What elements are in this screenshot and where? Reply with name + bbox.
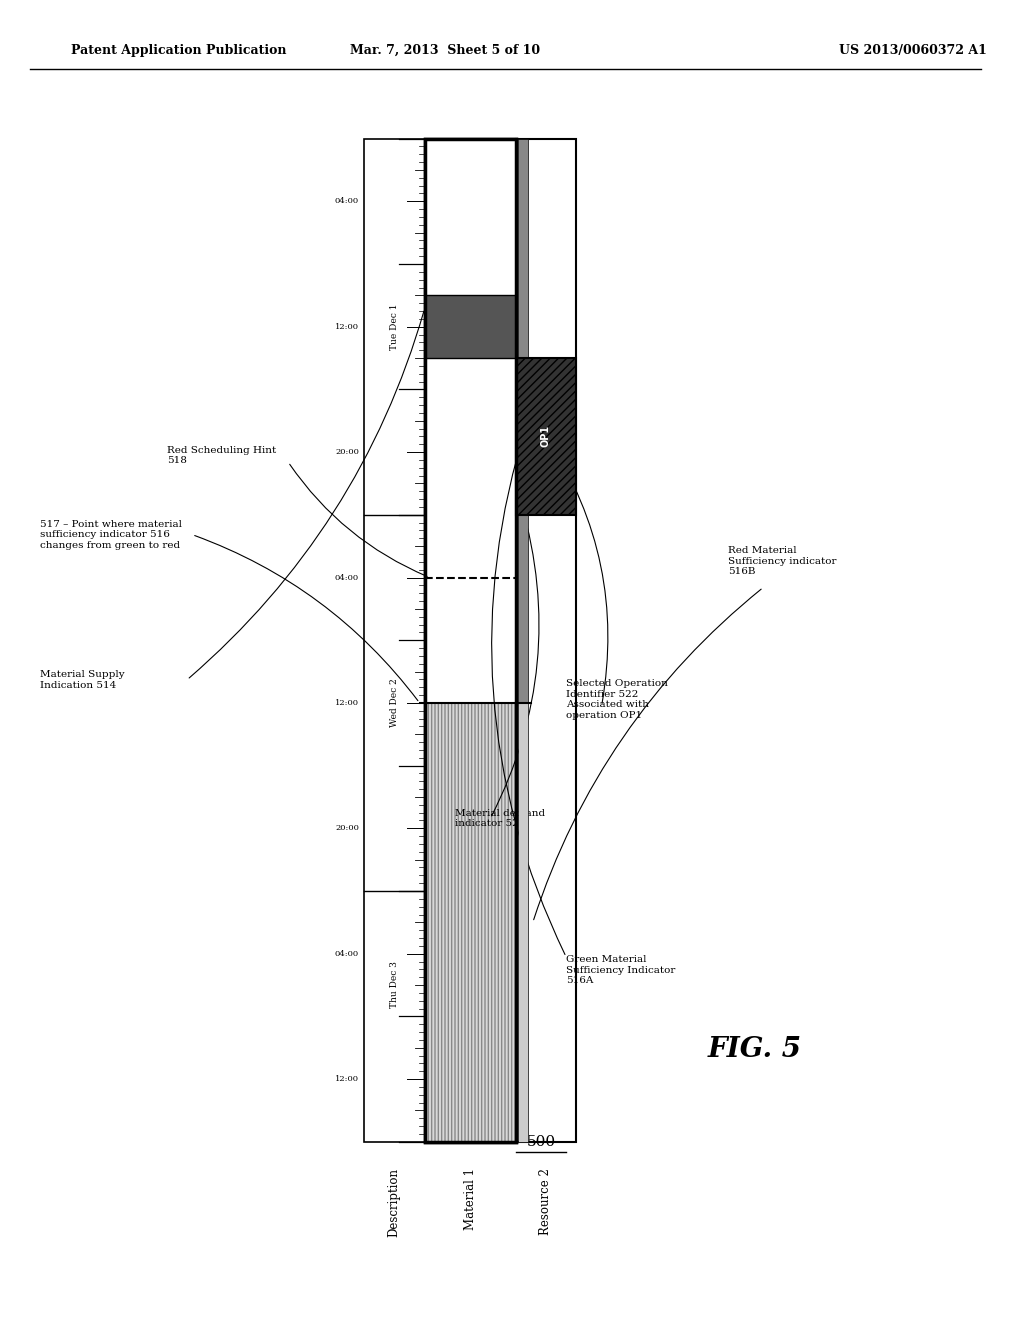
Bar — [425, 139, 516, 1142]
Bar — [516, 139, 577, 1142]
Text: Material 1: Material 1 — [464, 1168, 476, 1230]
Text: Resource 2: Resource 2 — [540, 1168, 553, 1236]
Text: 20:00: 20:00 — [335, 824, 359, 833]
Text: 500: 500 — [526, 1135, 555, 1148]
Text: 04:00: 04:00 — [335, 573, 359, 582]
Bar — [518, 139, 527, 702]
Text: 04:00: 04:00 — [335, 197, 359, 206]
Text: Red Scheduling Hint
518: Red Scheduling Hint 518 — [167, 446, 276, 465]
Text: 12:00: 12:00 — [335, 698, 359, 708]
Bar — [425, 139, 516, 1142]
Text: Wed Dec 2: Wed Dec 2 — [390, 678, 398, 727]
Text: FIG. 5: FIG. 5 — [708, 1036, 802, 1063]
Bar — [516, 358, 577, 515]
Text: Patent Application Publication: Patent Application Publication — [71, 44, 287, 57]
Bar — [518, 702, 527, 1142]
Text: Material Supply
Indication 514: Material Supply Indication 514 — [40, 671, 125, 689]
Text: Description: Description — [388, 1168, 400, 1237]
Text: Green Material
Sufficiency Indicator
516A: Green Material Sufficiency Indicator 516… — [566, 956, 676, 985]
Text: 517 – Point where material
sufficiency indicator 516
changes from green to red: 517 – Point where material sufficiency i… — [40, 520, 182, 549]
Bar — [425, 702, 516, 1142]
Text: Tue Dec 1: Tue Dec 1 — [390, 304, 398, 350]
Text: Material demand
indicator 520: Material demand indicator 520 — [455, 809, 545, 828]
Text: 12:00: 12:00 — [335, 322, 359, 331]
Bar — [425, 296, 516, 358]
Text: 12:00: 12:00 — [335, 1074, 359, 1084]
Text: US 2013/0060372 A1: US 2013/0060372 A1 — [839, 44, 987, 57]
Text: Selected Operation
Identifier 522
Associated with
operation OP1: Selected Operation Identifier 522 Associ… — [566, 680, 668, 719]
Text: 20:00: 20:00 — [335, 447, 359, 457]
Text: Thu Dec 3: Thu Dec 3 — [390, 961, 398, 1008]
Text: OP1: OP1 — [541, 425, 551, 447]
Text: 04:00: 04:00 — [335, 949, 359, 958]
Bar — [425, 139, 516, 702]
Bar — [364, 139, 425, 1142]
Text: Mar. 7, 2013  Sheet 5 of 10: Mar. 7, 2013 Sheet 5 of 10 — [350, 44, 540, 57]
Text: Red Material
Sufficiency indicator
516B: Red Material Sufficiency indicator 516B — [728, 546, 837, 576]
